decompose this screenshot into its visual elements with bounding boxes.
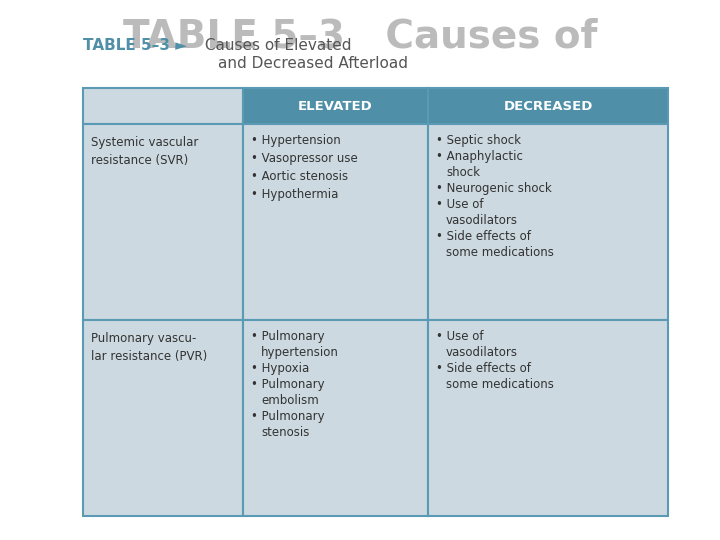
Text: Causes of Elevated: Causes of Elevated	[200, 38, 351, 53]
Text: • Anaphylactic: • Anaphylactic	[436, 150, 523, 163]
Text: ELEVATED: ELEVATED	[298, 99, 373, 112]
Text: • Use of: • Use of	[436, 330, 484, 343]
Bar	[243, 320, 428, 516]
Text: vasodilators: vasodilators	[446, 346, 518, 359]
Text: DECREASED: DECREASED	[503, 99, 593, 112]
Text: shock: shock	[446, 166, 480, 179]
Bar	[243, 124, 428, 320]
Text: • Pulmonary: • Pulmonary	[251, 330, 325, 343]
Text: • Hypertension: • Hypertension	[251, 134, 341, 147]
Bar	[428, 124, 668, 320]
Text: • Side effects of: • Side effects of	[436, 362, 531, 375]
Bar	[83, 124, 243, 320]
Text: • Side effects of: • Side effects of	[436, 230, 531, 243]
Text: Systemic vascular
resistance (SVR): Systemic vascular resistance (SVR)	[91, 136, 199, 167]
Bar	[243, 88, 428, 124]
Text: TABLE 5–3   Causes of: TABLE 5–3 Causes of	[123, 18, 597, 56]
Bar	[83, 88, 243, 124]
Bar	[428, 88, 668, 124]
Text: • Septic shock: • Septic shock	[436, 134, 521, 147]
Text: • Pulmonary: • Pulmonary	[251, 378, 325, 391]
Text: Pulmonary vascu-
lar resistance (PVR): Pulmonary vascu- lar resistance (PVR)	[91, 332, 207, 363]
Text: • Neurogenic shock: • Neurogenic shock	[436, 182, 552, 195]
Text: embolism: embolism	[261, 394, 319, 407]
Text: • Hypothermia: • Hypothermia	[251, 188, 338, 201]
Text: • Pulmonary: • Pulmonary	[251, 410, 325, 423]
Text: • Vasopressor use: • Vasopressor use	[251, 152, 358, 165]
Text: some medications: some medications	[446, 378, 554, 391]
Text: stenosis: stenosis	[261, 426, 310, 439]
Text: • Hypoxia: • Hypoxia	[251, 362, 310, 375]
Text: and Decreased Afterload: and Decreased Afterload	[218, 56, 408, 71]
Text: TABLE 5–3 ►: TABLE 5–3 ►	[83, 38, 187, 53]
Text: some medications: some medications	[446, 246, 554, 259]
Text: hypertension: hypertension	[261, 346, 339, 359]
Text: vasodilators: vasodilators	[446, 214, 518, 227]
Text: • Use of: • Use of	[436, 198, 484, 211]
Bar	[428, 320, 668, 516]
Bar	[83, 320, 243, 516]
Text: • Aortic stenosis: • Aortic stenosis	[251, 170, 348, 183]
